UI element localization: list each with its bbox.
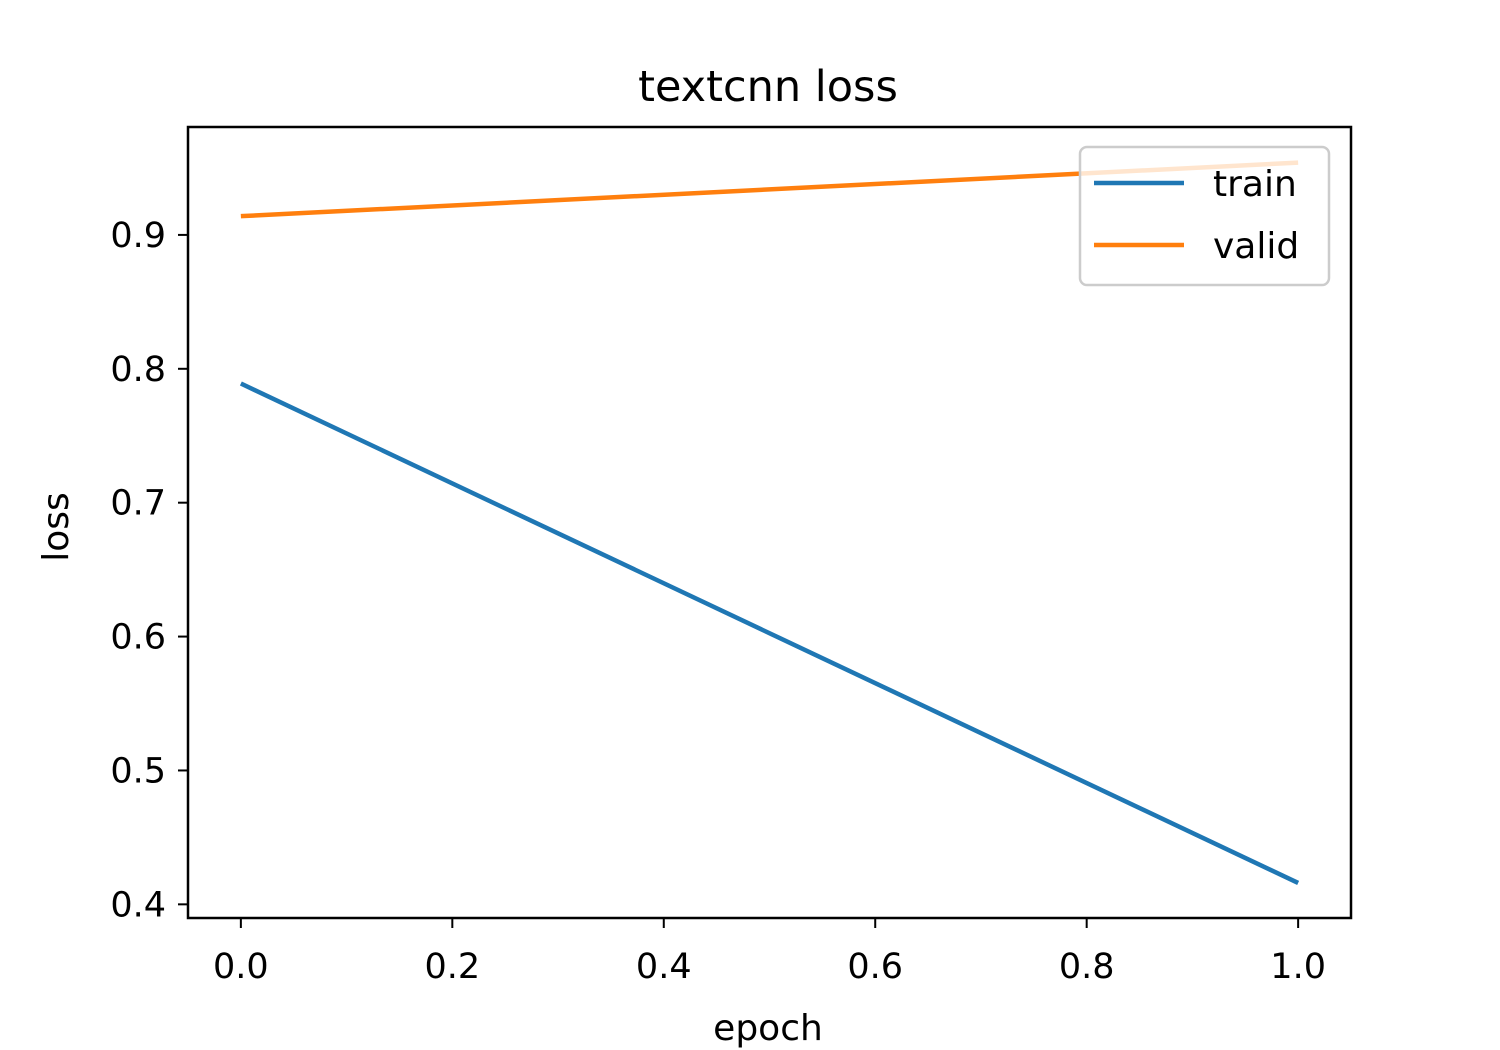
x-tick-label: 0.0: [213, 947, 269, 987]
y-tick-label: 0.4: [110, 885, 166, 925]
chart-title: textcnn loss: [638, 62, 898, 112]
x-axis-label: epoch: [713, 1008, 823, 1049]
y-tick-label: 0.8: [110, 350, 166, 390]
y-tick-label: 0.7: [110, 484, 166, 524]
legend-label: train: [1213, 164, 1297, 205]
x-tick-label: 0.4: [636, 947, 692, 987]
legend-label: valid: [1213, 226, 1299, 267]
y-tick-label: 0.5: [110, 751, 166, 791]
legend: train valid: [1078, 145, 1331, 287]
y-tick-label: 0.6: [110, 618, 166, 658]
series-line-train: [239, 381, 1300, 885]
x-tick-label: 0.6: [847, 947, 903, 987]
axis-ticks: 0.0 0.2 0.4 0.6 0.8 1.0 0.4 0.5 0.6 0.7 0.8 0.9: [110, 216, 1326, 987]
x-tick-label: 0.8: [1059, 947, 1115, 987]
y-tick-label: 0.9: [110, 216, 166, 256]
plot-frame: [186, 125, 1353, 920]
y-axis-label: loss: [36, 492, 77, 562]
x-tick-label: 0.2: [424, 947, 480, 987]
x-tick-label: 1.0: [1270, 947, 1326, 987]
